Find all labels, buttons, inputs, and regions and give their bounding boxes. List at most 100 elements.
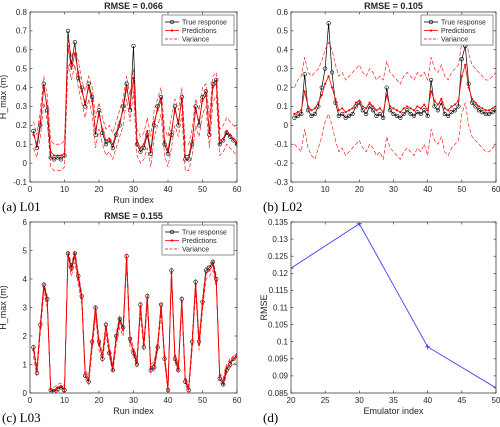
data-point — [452, 108, 458, 113]
data-point — [402, 107, 405, 110]
data-point — [163, 354, 166, 358]
data-point — [302, 72, 307, 77]
chart-panel-2: 0 10 20 30 40 50 60 0 1 2 3 4 5 6 RMSE = 0.155 Run inde… — [0, 211, 242, 416]
legend-box — [161, 14, 235, 46]
data-point — [459, 57, 464, 62]
y-tick-label: 0.4 — [16, 83, 28, 92]
data-point — [447, 109, 450, 112]
legend-marker — [170, 239, 174, 242]
data-point — [333, 100, 338, 105]
x-tick-label: 10 — [60, 396, 69, 405]
data-point — [436, 103, 440, 106]
data-point — [303, 90, 306, 93]
data-point — [128, 105, 132, 108]
data-point — [104, 139, 107, 142]
y-tick-label: -0.1 — [13, 178, 27, 187]
data-point — [111, 143, 114, 146]
data-point — [391, 111, 396, 117]
y-tick-label: 4 — [23, 275, 28, 284]
caption-a: (a) L01 — [2, 199, 41, 214]
data-point — [469, 100, 475, 105]
data-point — [66, 255, 70, 258]
y-tick-label: 0.135 — [268, 218, 289, 227]
data-point — [191, 139, 194, 142]
data-point — [433, 99, 436, 102]
data-point — [59, 154, 63, 157]
data-point — [166, 148, 170, 151]
legend-marker — [170, 29, 174, 32]
data-point — [80, 90, 83, 93]
y-tick-label: -0.1 — [274, 140, 288, 149]
data-point — [428, 77, 434, 83]
data-point — [210, 81, 215, 86]
data-point — [375, 109, 378, 112]
y-tick-label: 0.09 — [272, 372, 288, 381]
data-point — [170, 129, 173, 133]
data-point — [160, 99, 163, 102]
series-group — [291, 222, 496, 391]
data-point — [208, 129, 211, 133]
data-point — [382, 111, 385, 114]
data-point — [336, 113, 341, 118]
x-tick-label: 60 — [492, 185, 500, 194]
y-tick-label: 0.12 — [272, 269, 288, 278]
legend-marker — [169, 229, 175, 235]
y-axis-label: H_max (m) — [0, 75, 8, 120]
caption-b: (b) L02 — [263, 199, 302, 214]
data-point — [425, 344, 431, 350]
x-axis-label: Emulator index — [363, 406, 424, 416]
data-point — [214, 77, 219, 83]
data-point — [31, 128, 36, 134]
data-point — [353, 104, 359, 109]
data-point — [124, 81, 129, 86]
data-point — [320, 94, 323, 97]
data-point — [204, 94, 208, 97]
data-point — [218, 374, 221, 377]
data-point — [343, 115, 348, 120]
data-point — [324, 82, 327, 85]
data-point — [89, 94, 95, 100]
x-tick-label: 40 — [423, 185, 432, 194]
y-tick-label: 5 — [23, 246, 28, 255]
data-point — [405, 108, 410, 113]
data-point — [350, 111, 355, 117]
y-tick-label: 0.105 — [268, 320, 289, 329]
data-point — [473, 104, 478, 109]
y-tick-label: 0.1 — [16, 140, 28, 149]
data-point — [115, 131, 118, 134]
data-point — [341, 107, 344, 110]
data-point — [234, 353, 237, 359]
chart-panel-3: 20 25 30 35 40 45 50 0.085 0.09 0.095 0.1 0.105 0.11… — [259, 218, 500, 416]
legend-box — [420, 14, 494, 46]
data-point — [493, 385, 496, 391]
data-point — [201, 99, 204, 102]
data-point — [347, 109, 351, 112]
series-group — [292, 21, 496, 161]
data-point — [327, 75, 330, 78]
legend-label: True response — [441, 20, 486, 27]
x-tick-label: 30 — [129, 185, 138, 194]
data-point — [58, 157, 64, 162]
data-point — [296, 111, 299, 114]
y-tick-label: 0.13 — [272, 235, 288, 244]
legend-label: Predictions — [182, 238, 217, 245]
data-point — [63, 152, 66, 155]
data-point — [493, 108, 496, 113]
data-point — [481, 107, 484, 110]
y-tick-label: -0.3 — [274, 178, 288, 187]
chart-panel-1: 0 10 20 30 40 50 60 -0.3 -0.2 -0.1 0 0.1 0.2 0.3 0.4 0.… — [274, 1, 500, 194]
x-tick-label: 45 — [457, 396, 466, 405]
data-point — [65, 28, 71, 33]
x-tick-label: 50 — [198, 185, 207, 194]
x-tick-label: 0 — [289, 185, 294, 194]
data-point — [337, 109, 340, 112]
data-point — [117, 123, 122, 128]
data-point — [480, 110, 485, 115]
data-point — [197, 120, 201, 123]
data-point — [368, 101, 371, 104]
data-point — [419, 107, 422, 110]
data-point — [476, 108, 482, 113]
y-tick-label: 1 — [23, 360, 28, 369]
y-tick-label: 2 — [23, 332, 28, 341]
